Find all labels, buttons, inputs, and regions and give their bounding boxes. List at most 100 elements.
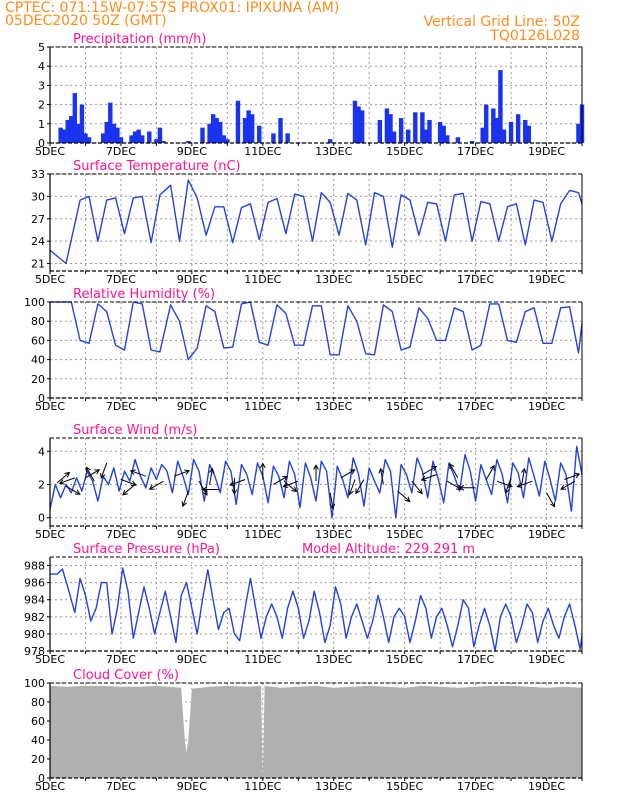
y-tick-label: 100: [24, 677, 45, 690]
x-tick-label: 5DEC: [35, 528, 65, 541]
wind-arrow-head: [417, 488, 423, 495]
precip-bar: [221, 135, 227, 143]
precip-bar: [79, 104, 85, 143]
precip-bar: [491, 108, 496, 143]
wind-series-line: [49, 445, 583, 519]
x-tick-label: 19DEC: [528, 273, 565, 286]
precip-bar: [214, 118, 219, 143]
x-tick-label: 5DEC: [35, 780, 65, 793]
y-tick-label: 986: [24, 577, 45, 590]
precip-bar: [352, 100, 358, 143]
wind-arrow: [130, 470, 146, 477]
wind-arrow-head: [122, 489, 128, 496]
y-tick-label: 60: [31, 334, 45, 347]
precip-bar: [69, 116, 74, 143]
y-tick-label: 984: [24, 594, 45, 607]
precip-bar: [235, 100, 241, 143]
wind-arrow-head: [349, 469, 356, 475]
wind-arrow-head: [348, 489, 354, 496]
precip-bar: [359, 110, 365, 143]
panel-title: Cloud Cover (%): [73, 668, 179, 683]
precip-bar: [108, 102, 113, 143]
x-tick-label: 9DEC: [177, 400, 207, 413]
precip-bar: [186, 141, 191, 143]
x-tick-label: 9DEC: [177, 145, 207, 158]
panel-title: Surface Temperature (nC): [73, 159, 241, 174]
x-tick-label: 13DEC: [315, 400, 352, 413]
x-tick-label: 5DEC: [35, 145, 65, 158]
precip-bar: [129, 135, 134, 143]
precip-bar: [218, 121, 223, 143]
y-tick-label: 2: [38, 478, 45, 491]
wind-arrow-head: [129, 469, 136, 475]
wind-arrow-head: [94, 469, 101, 475]
wind-arrow: [100, 462, 108, 479]
precip-bar: [104, 121, 109, 143]
precip-bar: [115, 127, 120, 143]
wind-arrow: [521, 468, 525, 485]
wind-arrow-head: [574, 472, 581, 479]
y-tick-label: 80: [31, 696, 45, 709]
x-tick-label: 15DEC: [386, 273, 423, 286]
header-vertical-grid: Vertical Grid Line: 50Z: [423, 14, 580, 30]
precip-bar: [437, 121, 443, 143]
y-tick-label: 20: [31, 753, 45, 766]
wind-arrow: [411, 480, 423, 494]
x-tick-label: 19DEC: [528, 780, 565, 793]
x-tick-label: 11DEC: [244, 653, 281, 666]
wind-arrow-head: [282, 475, 289, 482]
y-tick-label: 1: [38, 118, 45, 131]
wind-arrow-head: [74, 489, 81, 495]
precip-bar: [445, 135, 450, 143]
precip-bar: [576, 123, 581, 143]
precip-bar: [200, 127, 205, 143]
y-tick-label: 20: [31, 373, 45, 386]
wind-arrow-head: [231, 489, 238, 495]
precip-bar: [523, 119, 528, 143]
wind-arrow: [56, 472, 70, 484]
wind-arrow: [182, 490, 189, 507]
wind-arrow-head: [431, 465, 438, 472]
wind-arrow-head: [259, 462, 266, 469]
x-tick-label: 7DEC: [106, 400, 136, 413]
x-tick-label: 9DEC: [177, 528, 207, 541]
wind-arrow-head: [181, 501, 187, 508]
precip-bar: [65, 119, 70, 143]
wind-arrow: [564, 473, 580, 480]
wind-arrow: [546, 492, 555, 507]
panel-title: Relative Humidity (%): [73, 287, 215, 302]
x-tick-label: 7DEC: [106, 653, 136, 666]
precip-bar: [72, 93, 78, 143]
panel-cloud: [47, 682, 583, 781]
wind-arrow: [449, 463, 459, 479]
y-tick-label: 40: [31, 354, 45, 367]
panel-temp: [47, 173, 583, 274]
x-tick-label: 13DEC: [315, 145, 352, 158]
precip-bar: [526, 125, 532, 143]
precip-bar: [391, 131, 397, 143]
wind-arrow-head: [100, 472, 106, 479]
panel-rh: [47, 301, 583, 401]
wind-arrow: [85, 467, 95, 482]
precip-bar: [327, 139, 333, 143]
temp-series-line: [49, 179, 583, 265]
y-tick-label: 2: [38, 99, 45, 112]
wind-arrow: [349, 479, 356, 495]
x-tick-label: 15DEC: [386, 653, 423, 666]
wind-arrow-head: [404, 496, 411, 503]
wind-arrow: [273, 476, 288, 485]
x-tick-label: 7DEC: [106, 145, 136, 158]
rh-series-line: [50, 301, 583, 361]
y-tick-label: 100: [24, 296, 45, 309]
x-tick-label: 7DEC: [106, 528, 136, 541]
x-tick-label: 5DEC: [35, 400, 65, 413]
x-tick-label: 5DEC: [35, 273, 65, 286]
precip-bar: [494, 118, 500, 143]
y-tick-label: 3: [38, 79, 45, 92]
wind-arrow: [283, 480, 299, 488]
wind-arrow-head: [506, 482, 513, 488]
wind-arrow: [560, 480, 576, 490]
x-tick-label: 13DEC: [315, 273, 352, 286]
x-tick-label: 19DEC: [528, 528, 565, 541]
wind-arrow-head: [521, 467, 527, 474]
